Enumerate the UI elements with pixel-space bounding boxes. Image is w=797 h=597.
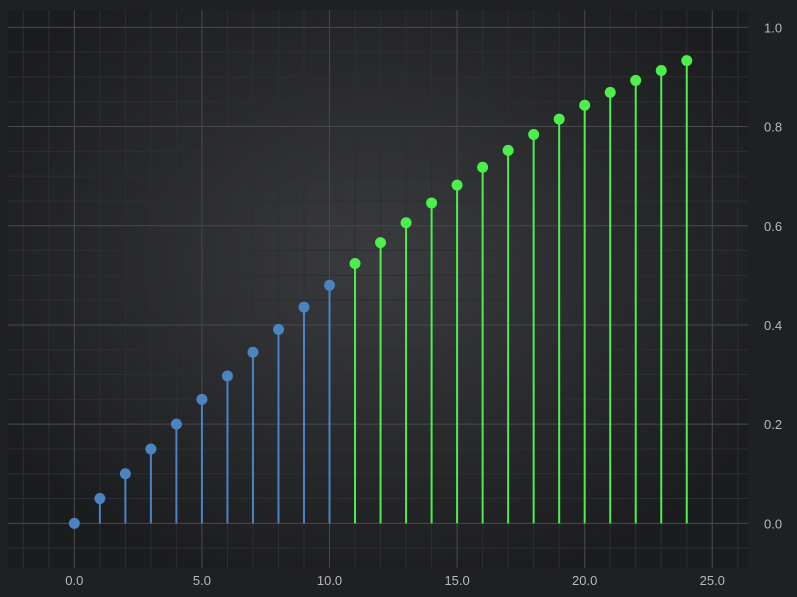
y-tick-label: 0.0	[764, 516, 782, 531]
stem-marker	[655, 65, 667, 77]
stem-marker	[247, 346, 259, 358]
stem-marker	[553, 113, 565, 125]
x-tick-label: 15.0	[444, 573, 469, 588]
stem-marker	[426, 197, 438, 209]
y-tick-label: 1.0	[764, 20, 782, 35]
stem-marker	[145, 443, 157, 455]
stem-marker	[681, 55, 693, 67]
x-axis-tick-labels: 0.0 5.0 10.0 15.0 20.0 25.0	[65, 573, 725, 588]
stem-marker	[221, 370, 233, 382]
stem-marker	[477, 161, 489, 173]
y-tick-label: 0.4	[764, 318, 782, 333]
stem-marker	[579, 99, 591, 111]
stem-marker	[196, 393, 208, 405]
y-tick-label: 0.2	[764, 417, 782, 432]
y-tick-label: 0.6	[764, 219, 782, 234]
x-tick-label: 20.0	[572, 573, 597, 588]
stem-marker	[272, 323, 284, 335]
stem-marker	[451, 179, 463, 191]
stem-marker	[528, 128, 540, 140]
x-tick-label: 0.0	[65, 573, 83, 588]
stem-marker	[604, 86, 616, 98]
stem-marker	[68, 517, 80, 529]
stem-marker	[298, 301, 310, 313]
y-tick-label: 0.8	[764, 120, 782, 135]
stem-marker	[502, 144, 514, 156]
stem-marker	[170, 418, 182, 430]
stem-marker	[324, 279, 336, 291]
major-gridlines	[8, 10, 748, 568]
stem-marker	[94, 493, 106, 505]
plot-background	[8, 10, 748, 568]
stem-marker	[400, 217, 412, 229]
stem-marker	[349, 257, 361, 269]
stem-marker	[119, 468, 131, 480]
x-tick-label: 5.0	[193, 573, 211, 588]
x-tick-label: 10.0	[317, 573, 342, 588]
stem-marker	[375, 237, 387, 249]
stem-marker	[630, 74, 642, 86]
y-axis-tick-labels: 0.0 0.2 0.4 0.6 0.8 1.0	[764, 20, 782, 531]
stem-series	[68, 55, 693, 529]
x-tick-label: 25.0	[700, 573, 725, 588]
